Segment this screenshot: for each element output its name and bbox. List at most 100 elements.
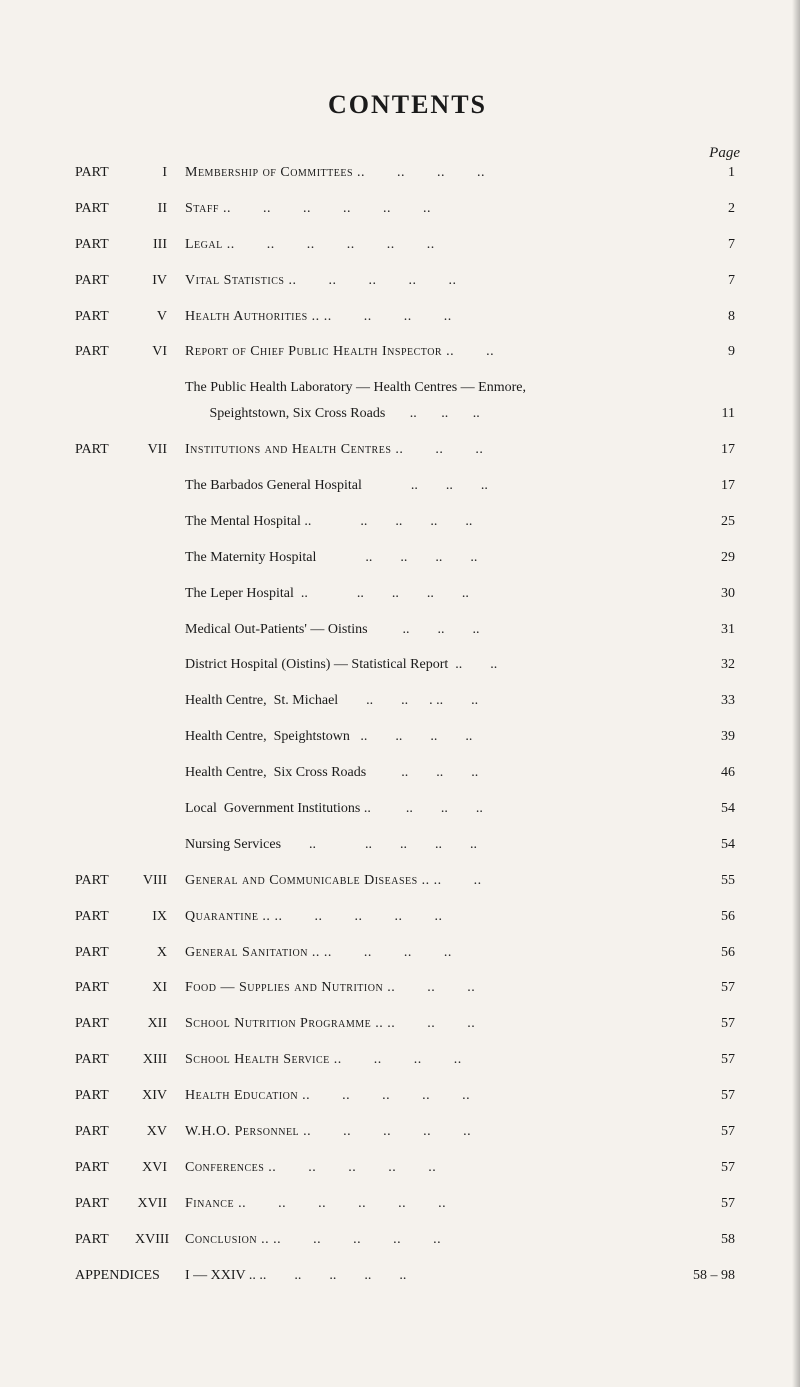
toc-row: PARTIIStaff .. .. .. .. .. ..2 [75,196,740,222]
toc-sub-title: The Mental Hospital .. .. .. .. .. [185,509,675,535]
toc-part-num: II [135,196,185,222]
toc-row: PARTVIIInstitutions and Health Centres .… [75,437,740,463]
toc-row: PARTXVIIFinance .. .. .. .. .. ..57 [75,1191,740,1217]
toc-sub-title: The Barbados General Hospital .. .. .. [185,473,675,499]
toc-sub-row: Medical Out-Patients' — Oistins .. .. ..… [75,617,740,643]
toc-part-num: XIV [135,1083,185,1109]
toc-dots: .. .. .. .. [324,309,452,324]
toc-part-label: APPENDICES [75,1263,185,1289]
toc-page-num: 8 [675,304,740,330]
toc-row: PARTXIIISchool Health Service .. .. .. .… [75,1047,740,1073]
toc-part-num: III [135,232,185,258]
toc-page-num: 56 [675,904,740,930]
toc-dots: .. .. .. .. .. [268,1160,436,1175]
toc-entry-title: Vital Statistics .. .. .. .. .. [185,268,675,294]
toc-page-num: 54 [675,796,740,822]
toc-part-label: PART [75,975,135,1001]
toc-part-label: PART [75,1191,135,1217]
toc-row: PARTXVW.H.O. Personnel .. .. .. .. ..57 [75,1119,740,1145]
toc-part-label: PART [75,232,135,258]
toc-part-num: XI [135,975,185,1001]
toc-page-num: 32 [675,652,740,678]
toc-sub-title: Speightstown, Six Cross Roads .. .. .. [185,401,675,427]
toc-page-num: 25 [675,509,740,535]
toc-sub-row: The Maternity Hospital .. .. .. ..29 [75,545,740,571]
toc-dots: .. .. .. .. [357,165,485,180]
toc-part-num: V [135,304,185,330]
toc-page-num: 7 [675,232,740,258]
toc-dots: .. .. .. [395,442,483,457]
toc-page-num: 1 [675,160,740,186]
toc-row: PARTIVVital Statistics .. .. .. .. ..7 [75,268,740,294]
toc-row: PARTIXQuarantine .. .. .. .. .. ..56 [75,904,740,930]
toc-part-label: PART [75,1155,135,1181]
toc-page-num: 30 [675,581,740,607]
toc-entry-title: General and Communicable Diseases .. .. … [185,868,675,894]
toc-sub-title: Nursing Services .. .. .. .. .. [185,832,675,858]
toc-page-num: 33 [675,688,740,714]
toc-part-num: VII [135,437,185,463]
toc-part-label: PART [75,437,135,463]
toc-part-num: I [135,160,185,186]
toc-dots: .. .. .. .. [324,945,452,960]
page-column-label: Page [709,145,740,162]
toc-entry-title: Conferences .. .. .. .. .. [185,1155,675,1181]
toc-part-label: PART [75,160,135,186]
toc-dots: .. .. .. .. .. .. [223,201,431,216]
toc-sub-row: Health Centre, Speightstown .. .. .. ..3… [75,724,740,750]
toc-part-label: PART [75,940,135,966]
toc-part-num: X [135,940,185,966]
toc-entry-title: General Sanitation .. .. .. .. .. [185,940,675,966]
toc-page-num: 17 [675,437,740,463]
toc-row: APPENDICESI — XXIV .. .. .. .. .. ..58 –… [75,1263,740,1289]
toc-part-label: PART [75,339,135,365]
toc-part-num: IX [135,904,185,930]
toc-entry-title: School Health Service .. .. .. .. [185,1047,675,1073]
toc-entry-title: Report of Chief Public Health Inspector … [185,339,675,365]
toc-row: PARTVHealth Authorities .. .. .. .. ..8 [75,304,740,330]
toc-dots: .. .. .. [387,1016,475,1031]
page-shadow [792,0,800,1387]
toc-row: PARTXIISchool Nutrition Programme .. .. … [75,1011,740,1037]
toc-row: PARTXGeneral Sanitation .. .. .. .. ..56 [75,940,740,966]
toc-dots: .. .. [434,873,482,888]
toc-dots: .. .. [446,344,494,359]
toc-part-num: VI [135,339,185,365]
toc-row: PARTVIIIGeneral and Communicable Disease… [75,868,740,894]
toc-entry-title: W.H.O. Personnel .. .. .. .. .. [185,1119,675,1145]
toc-page-num: 57 [675,1191,740,1217]
toc-page-num: 55 [675,868,740,894]
toc-dots: .. .. .. .. .. [259,1268,406,1283]
toc-page-num: 11 [675,401,740,427]
toc-page-num: 17 [675,473,740,499]
toc-page-num: 29 [675,545,740,571]
toc-row: PARTVIReport of Chief Public Health Insp… [75,339,740,365]
toc-sub-row: District Hospital (Oistins) — Statistica… [75,652,740,678]
toc-sub-title: Health Centre, Speightstown .. .. .. .. [185,724,675,750]
toc-sub-title: Health Centre, Six Cross Roads .. .. .. [185,760,675,786]
toc-dots: .. .. .. .. .. [288,273,456,288]
toc-row: PARTIIILegal .. .. .. .. .. ..7 [75,232,740,258]
toc-sub-title: The Public Health Laboratory — Health Ce… [185,375,675,401]
toc-sub-row: The Mental Hospital .. .. .. .. ..25 [75,509,740,535]
toc-part-label: PART [75,1227,135,1253]
toc-part-num: XIII [135,1047,185,1073]
toc-container: PARTIMembership of Committees .. .. .. .… [75,160,740,1289]
toc-part-label: PART [75,196,135,222]
toc-page-num: 7 [675,268,740,294]
toc-part-label: PART [75,1011,135,1037]
toc-part-label: PART [75,868,135,894]
toc-entry-title: Quarantine .. .. .. .. .. .. [185,904,675,930]
toc-sub-row: Health Centre, St. Michael .. .. . .. ..… [75,688,740,714]
toc-page-num: 58 [675,1227,740,1253]
toc-sub-row: Health Centre, Six Cross Roads .. .. ..4… [75,760,740,786]
toc-dots: .. .. .. .. .. [303,1124,471,1139]
toc-entry-title: Legal .. .. .. .. .. .. [185,232,675,258]
toc-entry-title: Staff .. .. .. .. .. .. [185,196,675,222]
toc-row: PARTXIVHealth Education .. .. .. .. ..57 [75,1083,740,1109]
toc-row: PARTXIFood — Supplies and Nutrition .. .… [75,975,740,1001]
toc-part-num: XII [135,1011,185,1037]
toc-part-label: PART [75,304,135,330]
toc-sub-title: The Maternity Hospital .. .. .. .. [185,545,675,571]
toc-dots: .. .. .. .. .. [273,1232,441,1247]
